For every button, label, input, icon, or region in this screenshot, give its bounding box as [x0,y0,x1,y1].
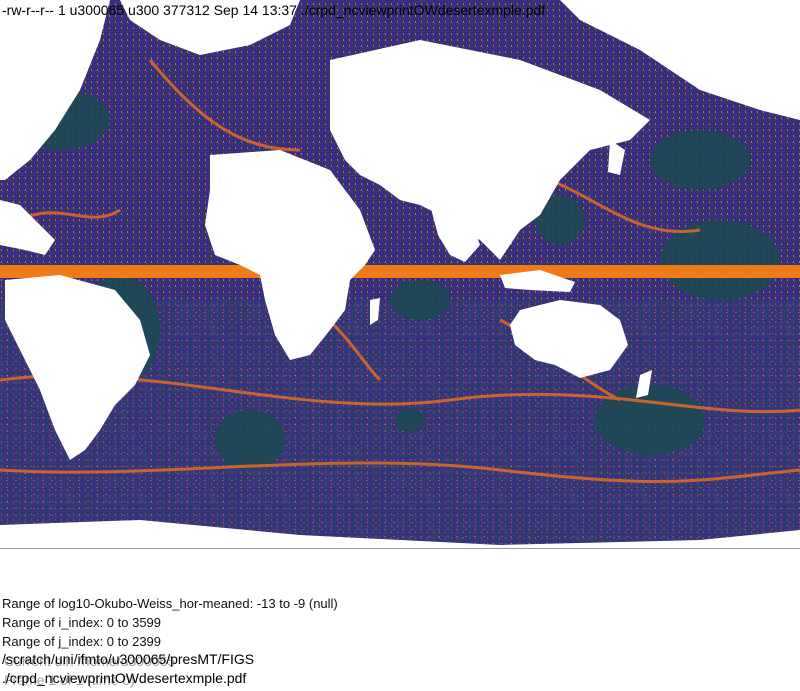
file-listing-line: -rw-r--r-- 1 u300065 u300 377312 Sep 14 … [2,2,546,18]
path-line1-ghost: Current dir: /home/u300065 [4,653,176,669]
path-line2: ./crpd_ncviewprintOWdesertexmple.pdf [2,670,247,686]
land-south-america [5,275,150,460]
land-indonesia [500,270,575,292]
overprinted-path-lines: Current dir: /home/u300065 /scratch/uni/… [2,651,402,691]
land-japan [608,140,625,175]
land-australia [510,300,628,378]
range-info: Range of log10-Okubo-Weiss_hor-meaned: -… [2,594,338,651]
range-i-index: Range of i_index: 0 to 3599 [2,615,162,630]
land-antarctica [0,520,800,548]
map-frame [0,0,800,549]
land-madagascar [370,298,380,325]
land-eurasia [320,0,800,260]
land-india [430,205,480,262]
range-j-index: Range of j_index: 0 to 2399 [2,634,162,649]
land-central-america [0,200,55,255]
land-north-america [0,0,110,180]
land-africa [205,150,375,360]
path-line2-ghost: Frame 1 of 1 (time 0) [4,672,135,688]
path-line1: /scratch/uni/ifmto/u300065/presMT/FIGS [2,651,255,667]
land-greenland [120,0,300,55]
equator-band [0,265,800,278]
land-masses [0,0,800,548]
low-value-patches [10,90,780,470]
land-new-zealand [636,370,652,398]
okubo-weiss-map [0,0,800,548]
range-okubo-weiss: Range of log10-Okubo-Weiss_hor-meaned: -… [2,596,338,611]
